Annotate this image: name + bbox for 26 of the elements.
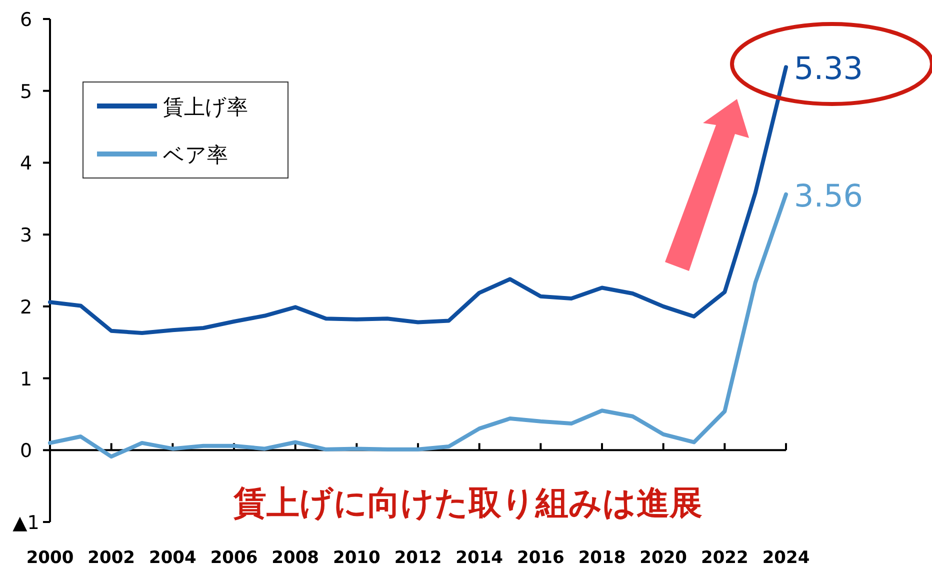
x-tick-label: 2020 [640, 548, 688, 567]
y-tick-label: 3 [20, 224, 32, 247]
annotation: 賃上げに向けた取り組みは進展 [232, 483, 702, 522]
legend-label: ベア率 [163, 143, 228, 167]
y-tick-label: 6 [20, 9, 32, 31]
x-tick-label: 2006 [210, 548, 258, 567]
x-tick-label: 2008 [272, 548, 319, 567]
x-tick-label: 2024 [762, 548, 810, 567]
x-tick-label: 2002 [88, 548, 135, 567]
y-tick-label: 4 [20, 152, 32, 175]
x-tick-label: 2022 [701, 548, 748, 567]
legend-label: 賃上げ率 [163, 95, 248, 119]
x-tick-label: 2018 [578, 548, 626, 567]
y-tick-label: 0 [20, 440, 32, 462]
y-tick-label: 2 [20, 296, 32, 318]
x-tick-label: 2016 [517, 548, 564, 567]
data-label: 3.56 [794, 178, 864, 214]
y-tick-label: ▲1 [12, 512, 40, 534]
x-tick-label: 2010 [333, 548, 380, 567]
x-tick-label: 2012 [394, 548, 442, 567]
y-tick-label: 5 [20, 80, 32, 103]
data-label: 5.33 [794, 51, 864, 88]
x-tick-label: 2000 [26, 548, 74, 567]
x-tick-label: 2014 [456, 548, 504, 567]
x-tick-label: 2004 [149, 548, 196, 567]
y-tick-label: 1 [20, 368, 32, 390]
